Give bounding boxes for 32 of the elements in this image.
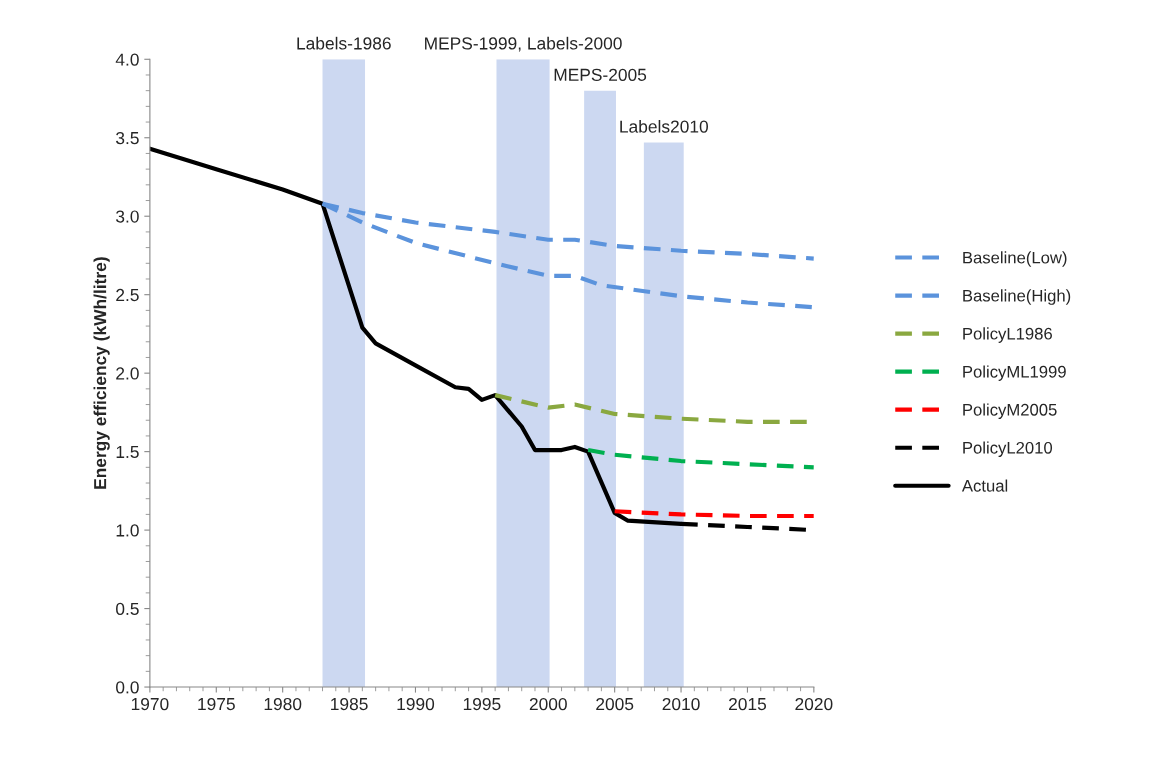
y-tick-label: 4.0 [115,53,139,66]
x-tick-label: 1980 [264,697,302,711]
legend-label: PolicyML1999 [963,365,1066,381]
x-tick-label: 1995 [463,697,501,711]
x-tick-label: 2015 [729,697,767,711]
y-tick-label: 0.0 [116,681,139,694]
x-tick-label: 2010 [662,697,700,711]
y-tick-label: 3.0 [116,210,139,223]
band-label: Labels2010 [620,120,709,133]
legend-label: PolicyL1986 [963,327,1052,343]
x-tick-label: 2000 [529,697,567,711]
y-axis-title: Energy efficiency (kWh/litre) [93,257,110,489]
y-tick-label: 1.5 [116,445,139,459]
legend-label: PolicyL2010 [963,441,1053,457]
legend-label: PolicyM2005 [963,403,1057,419]
y-tick-label: 0.5 [116,602,139,616]
y-tick-label: 3.5 [116,131,139,145]
legend-label: Actual [961,479,1008,492]
band-label: MEPS-1999, Labels-2000 [425,36,622,52]
y-tick-label: 2.5 [116,288,139,302]
x-tick-label: 1985 [331,697,368,711]
x-tick-label: 1975 [198,697,235,711]
x-tick-label: 2020 [795,697,833,711]
band-label: MEPS-2005 [554,68,647,81]
x-tick-label: 1990 [397,697,435,711]
y-tick-label: 2.0 [116,367,139,380]
legend-label: Baseline(Low) [963,251,1067,267]
y-tick-label: 1.0 [116,524,139,537]
x-tick-label: 2005 [596,697,634,711]
x-tick-label: 1970 [131,697,169,711]
legend-label: Baseline(High) [963,289,1071,305]
band-label: Labels-1986 [297,36,391,50]
